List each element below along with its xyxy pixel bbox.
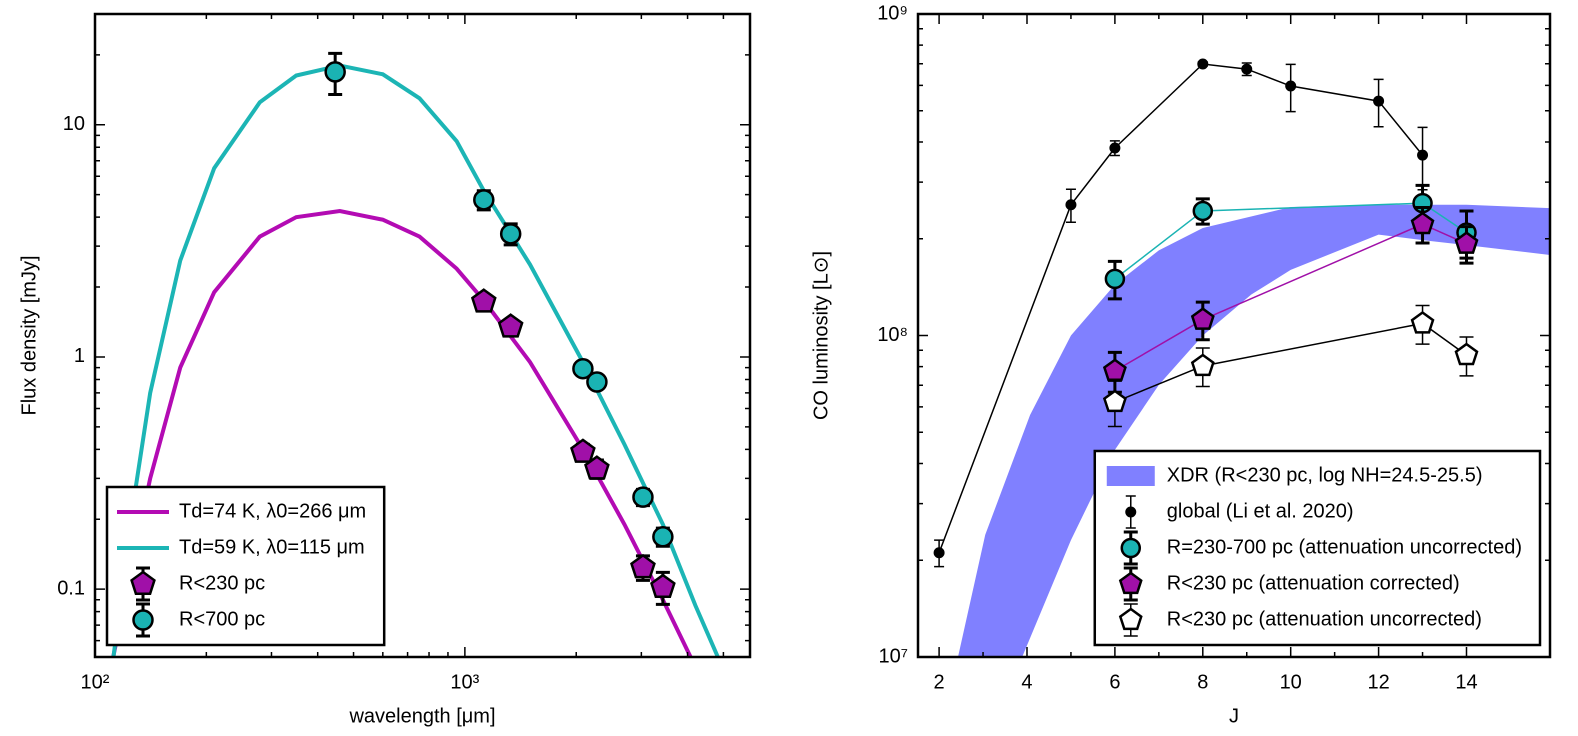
plot-area	[111, 51, 720, 657]
marker	[473, 189, 495, 211]
marker	[652, 526, 674, 548]
y-tick-label: 10	[63, 113, 85, 135]
marker	[1065, 199, 1077, 211]
legend-label: Td=59 K, λ0=115 μm	[179, 536, 365, 558]
y-axis-label: CO luminosity [L⊙]	[810, 251, 832, 420]
marker	[1241, 63, 1253, 75]
marker	[1125, 506, 1137, 518]
y-tick-label: 10⁹	[877, 2, 908, 24]
series-line	[1114, 223, 1467, 372]
marker	[130, 570, 156, 595]
y-tick-label: 10⁷	[879, 645, 908, 667]
y-tick-label: 10⁸	[877, 324, 908, 346]
marker	[1410, 211, 1435, 235]
x-tick-label: 14	[1455, 671, 1477, 693]
marker	[630, 553, 656, 579]
legend-label: R<230 pc	[179, 572, 265, 594]
x-tick-label: 8	[1197, 671, 1208, 693]
plot-area	[933, 58, 1550, 657]
marker	[499, 223, 522, 245]
series-line	[111, 63, 720, 657]
marker	[324, 61, 346, 83]
x-tick-label: 2	[934, 671, 945, 693]
legend: XDR (R<230 pc, log NH=24.5-25.5) global (…	[1093, 449, 1542, 647]
legend-label: R<230 pc (attenuation uncorrected)	[1167, 608, 1482, 630]
marker	[1454, 342, 1479, 366]
legend-label: global (Li et al. 2020)	[1167, 500, 1354, 522]
legend-label: Td=74 K, λ0=266 μm	[179, 500, 366, 522]
marker	[497, 313, 524, 338]
marker	[1104, 268, 1126, 290]
y-tick-label: 0.1	[57, 577, 85, 599]
legend-label: R<230 pc (attenuation corrected)	[1167, 572, 1460, 594]
x-axis-label: J	[1229, 705, 1239, 727]
series-line	[938, 63, 1424, 554]
x-tick-label: 10²	[81, 671, 110, 693]
marker	[1120, 537, 1142, 559]
marker	[1118, 571, 1143, 595]
y-axis-label: Flux density [mJy]	[18, 255, 40, 415]
x-tick-label: 4	[1021, 671, 1032, 693]
x-tick-label: 12	[1367, 671, 1389, 693]
marker	[632, 486, 654, 508]
marker	[1102, 358, 1127, 382]
marker	[1373, 95, 1385, 107]
marker	[1190, 307, 1215, 330]
marker	[1197, 58, 1209, 70]
marker	[132, 609, 154, 631]
y-tick-label: 1	[74, 345, 85, 367]
series-line	[1114, 202, 1467, 280]
marker	[933, 547, 945, 559]
marker	[1109, 142, 1121, 154]
marker	[1410, 310, 1435, 334]
legend-swatch	[1106, 466, 1155, 486]
marker	[584, 455, 610, 480]
marker	[1285, 80, 1297, 92]
legend-label: R<700 pc	[179, 608, 265, 630]
legend-box	[1093, 449, 1542, 647]
marker	[650, 573, 676, 599]
marker	[1190, 353, 1215, 377]
legend-label: XDR (R<230 pc, log NH=24.5-25.5)	[1167, 464, 1483, 486]
series-line	[1114, 322, 1467, 403]
x-tick-label: 10³	[450, 671, 479, 693]
marker	[1454, 231, 1479, 254]
marker	[572, 357, 594, 380]
marker	[1417, 149, 1429, 161]
marker	[1118, 607, 1143, 631]
marker	[586, 371, 608, 393]
marker	[1192, 200, 1214, 222]
marker	[1102, 389, 1127, 413]
xdr-band	[957, 204, 1550, 657]
frame	[93, 12, 752, 659]
marker	[570, 438, 596, 463]
marker	[470, 288, 497, 313]
x-axis-label: wavelength [μm]	[348, 705, 495, 727]
legend-label: R=230-700 pc (attenuation uncorrected)	[1167, 536, 1522, 558]
x-tick-label: 10	[1280, 671, 1302, 693]
x-tick-label: 6	[1109, 671, 1120, 693]
legend: Td=74 K, λ0=266 μm Td=59 K, λ0=115 μm R<23…	[105, 485, 386, 647]
